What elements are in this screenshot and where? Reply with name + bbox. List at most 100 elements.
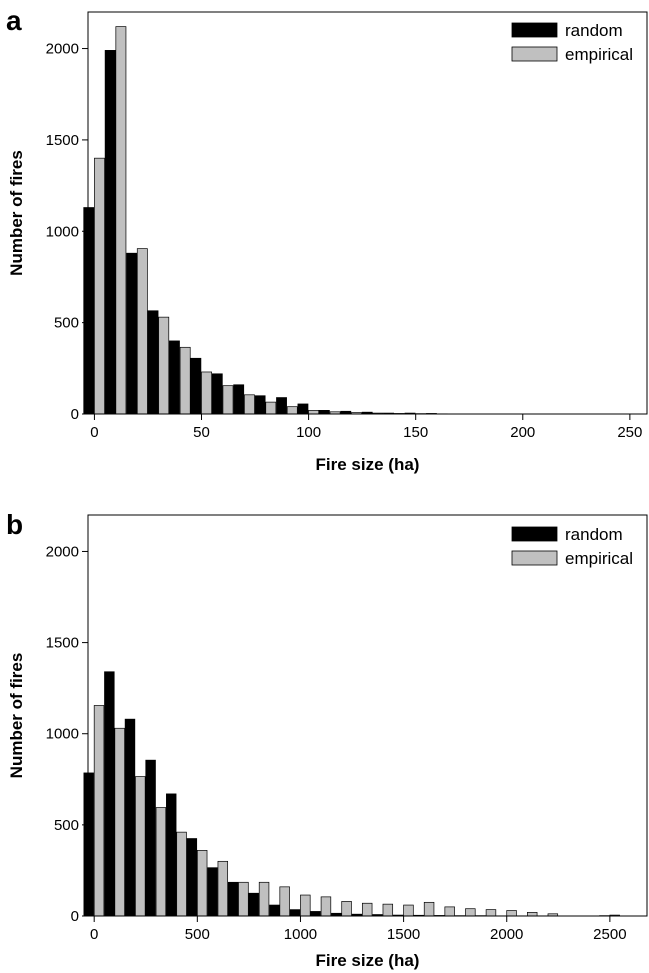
legend: random empirical [511, 21, 633, 64]
bar-random-300 [145, 759, 156, 917]
x-tick-label: 0 [90, 926, 98, 943]
bar-random-900 [269, 904, 280, 917]
bar-empirical-20 [136, 248, 148, 415]
x-axis-title: Fire size (ha) [316, 455, 420, 474]
bar-empirical-70 [244, 394, 255, 415]
x-tick-label: 250 [617, 424, 642, 441]
y-tick-label: 2000 [46, 543, 79, 560]
bar-empirical-300 [155, 807, 167, 917]
bar-empirical-1300 [361, 902, 373, 917]
legend-swatch-random [511, 526, 558, 542]
bar-random-1100 [310, 911, 321, 917]
bar-random-100 [104, 671, 115, 917]
bar-empirical-30 [158, 316, 170, 415]
bar-random-40 [169, 340, 180, 415]
bar-empirical-0 [93, 705, 105, 917]
chart-panel-a: 0 500 1000 1500 2000 0 50 100 150 200 250 Fire size… [6, 5, 648, 474]
legend-label-empirical: empirical [565, 549, 633, 568]
x-tick-label: 150 [403, 424, 428, 441]
legend-swatch-random [511, 22, 558, 38]
bar-empirical-40 [179, 346, 191, 415]
bar-empirical-100 [308, 410, 320, 415]
x-tick-label: 500 [185, 926, 210, 943]
y-tick-label: 1000 [46, 223, 79, 240]
bar-random-20 [126, 252, 138, 415]
x-tick-label: 200 [510, 424, 535, 441]
bar-empirical-1200 [341, 901, 352, 917]
y-tick-label: 0 [71, 406, 79, 423]
legend-label-empirical: empirical [565, 45, 633, 64]
bar-random-600 [207, 867, 218, 917]
plot-frame [87, 514, 648, 917]
chart-panel-b: 0 500 1000 1500 2000 0 500 1000 1500 2000 2500 Fire… [6, 509, 648, 970]
bar-random-0 [83, 772, 94, 917]
bar-empirical-200 [135, 776, 146, 917]
panel-letter: b [6, 509, 23, 540]
bar-random-50 [190, 357, 202, 415]
bar-random-500 [186, 838, 198, 917]
y-tick-label: 1500 [46, 132, 79, 149]
bar-random-1000 [289, 909, 301, 917]
bar-empirical-2100 [527, 911, 538, 917]
panel-letter: a [6, 5, 22, 36]
y-tick-label: 500 [54, 315, 79, 332]
legend: random empirical [511, 525, 633, 568]
legend-swatch-empirical [511, 46, 558, 62]
y-tick-label: 1000 [46, 726, 79, 743]
y-tick-label: 500 [54, 817, 79, 834]
bar-empirical-1500 [403, 904, 414, 917]
bar-random-0 [83, 207, 95, 415]
bar-empirical-400 [176, 831, 187, 917]
bar-random-800 [248, 892, 259, 917]
bar-random-200 [124, 718, 136, 917]
x-tick-label: 1500 [387, 926, 420, 943]
x-tick-label: 1000 [284, 926, 317, 943]
y-tick-label: 2000 [46, 41, 79, 58]
y-tick-label: 1500 [46, 635, 79, 652]
bar-empirical-500 [196, 850, 208, 917]
bar-empirical-1800 [465, 908, 476, 917]
x-tick-label: 100 [296, 424, 321, 441]
bar-empirical-10 [115, 26, 127, 415]
plot-frame [87, 11, 648, 415]
bar-random-110 [318, 410, 330, 415]
bar-empirical-800 [258, 881, 270, 917]
bar-empirical-700 [238, 881, 249, 917]
bar-random-30 [147, 310, 159, 415]
bar-empirical-900 [279, 886, 290, 917]
bar-empirical-50 [201, 371, 212, 415]
x-axis-title: Fire size (ha) [316, 951, 420, 970]
bar-random-60 [211, 373, 223, 415]
y-axis-title: Number of fires [7, 653, 26, 779]
bar-empirical-1900 [485, 909, 497, 917]
bar-random-700 [227, 881, 239, 917]
x-tick-label: 2000 [490, 926, 523, 943]
bar-empirical-1600 [423, 901, 435, 917]
bar-empirical-100 [114, 727, 125, 917]
bar-random-70 [233, 384, 245, 415]
bar-empirical-80 [265, 401, 277, 415]
bar-empirical-2000 [506, 910, 517, 917]
bar-empirical-1700 [444, 906, 455, 917]
x-tick-label: 0 [90, 424, 98, 441]
bar-empirical-1100 [320, 896, 332, 917]
y-tick-label: 0 [71, 908, 79, 925]
bar-random-100 [297, 403, 309, 415]
y-axis-title: Number of fires [7, 150, 26, 276]
bar-empirical-600 [217, 860, 229, 917]
x-tick-label: 2500 [593, 926, 626, 943]
bar-random-10 [104, 50, 116, 415]
bar-random-400 [166, 793, 177, 917]
legend-swatch-empirical [511, 550, 558, 566]
x-tick-label: 50 [193, 424, 210, 441]
legend-label-random: random [565, 525, 623, 544]
bar-empirical-1400 [382, 903, 394, 917]
legend-label-random: random [565, 21, 623, 40]
bar-random-90 [276, 397, 287, 415]
bar-empirical-60 [222, 385, 234, 415]
bar-random-80 [254, 395, 266, 415]
bar-empirical-1000 [300, 894, 311, 917]
bar-empirical-90 [286, 406, 298, 415]
bar-empirical-0 [94, 157, 105, 415]
